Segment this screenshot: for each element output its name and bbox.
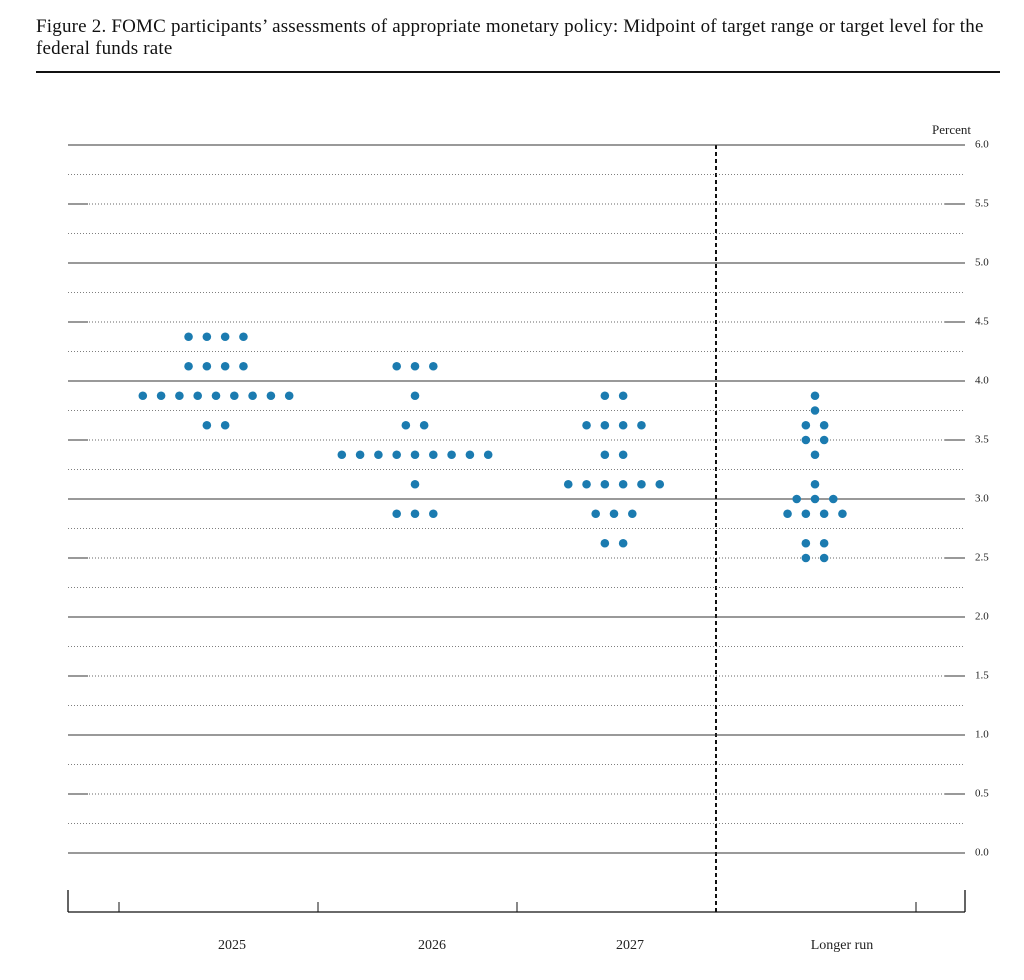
y-tick-label: 4.0 — [975, 375, 989, 387]
dot — [220, 420, 230, 430]
x-tick-label: 2027 — [616, 938, 644, 953]
y-tick-label: 5.5 — [975, 198, 989, 210]
dot — [637, 420, 646, 430]
dot — [429, 509, 438, 519]
dot — [618, 450, 628, 460]
dot — [392, 361, 402, 371]
dot — [211, 391, 221, 401]
dot — [429, 450, 438, 460]
dot — [600, 420, 610, 430]
dot — [419, 420, 429, 430]
dot — [838, 509, 847, 519]
x-tick-label: 2026 — [418, 938, 446, 953]
dot — [628, 509, 637, 519]
dot — [819, 435, 829, 445]
dot — [175, 391, 184, 401]
dot — [819, 553, 829, 563]
dot — [582, 479, 591, 489]
dot — [266, 391, 276, 401]
dot — [374, 450, 383, 460]
dot — [337, 450, 347, 460]
dot — [801, 509, 811, 519]
y-tick-label: 3.5 — [975, 434, 989, 446]
dot — [600, 391, 610, 401]
dot — [392, 450, 402, 460]
dot — [410, 450, 420, 460]
dot — [184, 361, 193, 371]
dot — [248, 391, 257, 401]
dot — [810, 450, 820, 460]
dot — [202, 361, 212, 371]
dot — [819, 420, 829, 430]
y-tick-label: 3.0 — [975, 493, 989, 505]
dot — [801, 538, 811, 548]
dot — [239, 361, 248, 371]
y-tick-label: 6.0 — [975, 139, 989, 151]
dot — [810, 479, 820, 489]
dot — [220, 332, 230, 342]
y-tick-label: 0.5 — [975, 788, 989, 800]
dot — [410, 509, 420, 519]
dot — [138, 391, 148, 401]
dot — [230, 391, 239, 401]
y-tick-label: 1.5 — [975, 670, 989, 682]
dot — [600, 450, 610, 460]
dot — [239, 332, 248, 342]
dot — [801, 553, 811, 563]
dot — [284, 391, 294, 401]
y-tick-label: 2.5 — [975, 552, 989, 564]
dot — [810, 494, 820, 504]
dot — [600, 479, 610, 489]
dot — [655, 479, 665, 489]
x-tick-label: 2025 — [218, 938, 246, 953]
dot — [810, 391, 820, 401]
y-tick-label: 5.0 — [975, 257, 989, 269]
dot — [810, 406, 820, 415]
dot — [193, 391, 202, 401]
dot — [410, 361, 420, 371]
dot — [637, 479, 646, 489]
dot — [618, 420, 628, 430]
dot — [819, 538, 829, 548]
dot — [465, 450, 475, 460]
dot — [410, 391, 420, 401]
y-axis-label: Percent — [932, 122, 971, 137]
y-tick-label: 2.0 — [975, 611, 989, 623]
x-tick-label: Longer run — [811, 938, 874, 953]
dot — [355, 450, 365, 460]
dot — [618, 391, 628, 401]
dot — [184, 332, 193, 342]
chart-title: Figure 2. FOMC participants’ assessments… — [36, 16, 984, 59]
dot — [401, 420, 411, 430]
dot — [600, 538, 610, 548]
dot — [447, 450, 456, 460]
y-tick-label: 1.0 — [975, 729, 989, 741]
dot — [429, 361, 438, 371]
dot — [156, 391, 166, 401]
dot — [618, 479, 628, 489]
dot — [220, 361, 230, 371]
dot — [483, 450, 493, 460]
dot — [202, 332, 212, 342]
dot — [829, 494, 838, 504]
dot — [609, 509, 619, 519]
dot — [819, 509, 829, 519]
dot — [618, 538, 628, 548]
dot — [392, 509, 402, 519]
y-tick-label: 4.5 — [975, 316, 989, 328]
dot — [582, 420, 591, 430]
dot — [783, 509, 792, 519]
dot — [202, 420, 212, 430]
dot — [591, 509, 600, 519]
dot — [410, 479, 420, 489]
dot — [801, 420, 811, 430]
dot — [792, 494, 801, 504]
dot — [801, 435, 811, 445]
y-tick-label: 0.0 — [975, 847, 989, 859]
title-rule — [36, 71, 1000, 73]
dot — [563, 479, 573, 489]
